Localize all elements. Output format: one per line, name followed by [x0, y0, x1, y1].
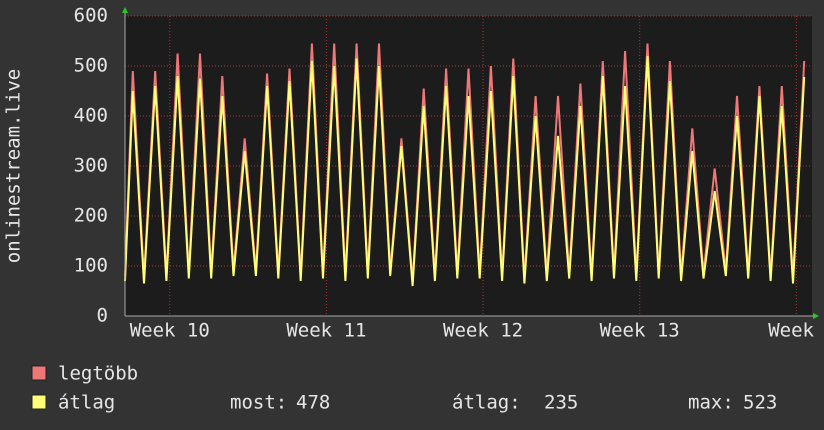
stat-value: 235 [544, 392, 578, 414]
x-tick-label: Week 13 [600, 320, 680, 342]
series-line [124, 55, 806, 287]
legend-swatch [31, 394, 47, 410]
x-arrow [813, 313, 819, 319]
x-tick-label: Week 10 [130, 320, 210, 342]
stat-label: most: [230, 392, 287, 414]
legend-label: legtöbb [58, 363, 138, 385]
y-tick-label: 400 [74, 105, 108, 127]
y-tick-label: 200 [74, 205, 108, 227]
x-tick-label: Week [768, 320, 814, 342]
stat-value: 523 [743, 392, 777, 414]
y-tick-label: 300 [74, 155, 108, 177]
stat-label: max: [688, 392, 734, 414]
y-tick-label: 500 [74, 55, 108, 77]
x-tick-label: Week 11 [286, 320, 366, 342]
y-tick-label: 600 [74, 5, 108, 27]
stat-value: 478 [296, 392, 330, 414]
y-axis-label: onlinestream.live [3, 69, 25, 263]
y-tick-label: 0 [97, 305, 108, 327]
y-arrow [122, 7, 128, 13]
legend-label: átlag [58, 392, 115, 414]
legend-swatch [31, 365, 47, 381]
x-tick-label: Week 12 [443, 320, 523, 342]
stat-label: átlag: [452, 392, 521, 414]
y-tick-label: 100 [74, 255, 108, 277]
